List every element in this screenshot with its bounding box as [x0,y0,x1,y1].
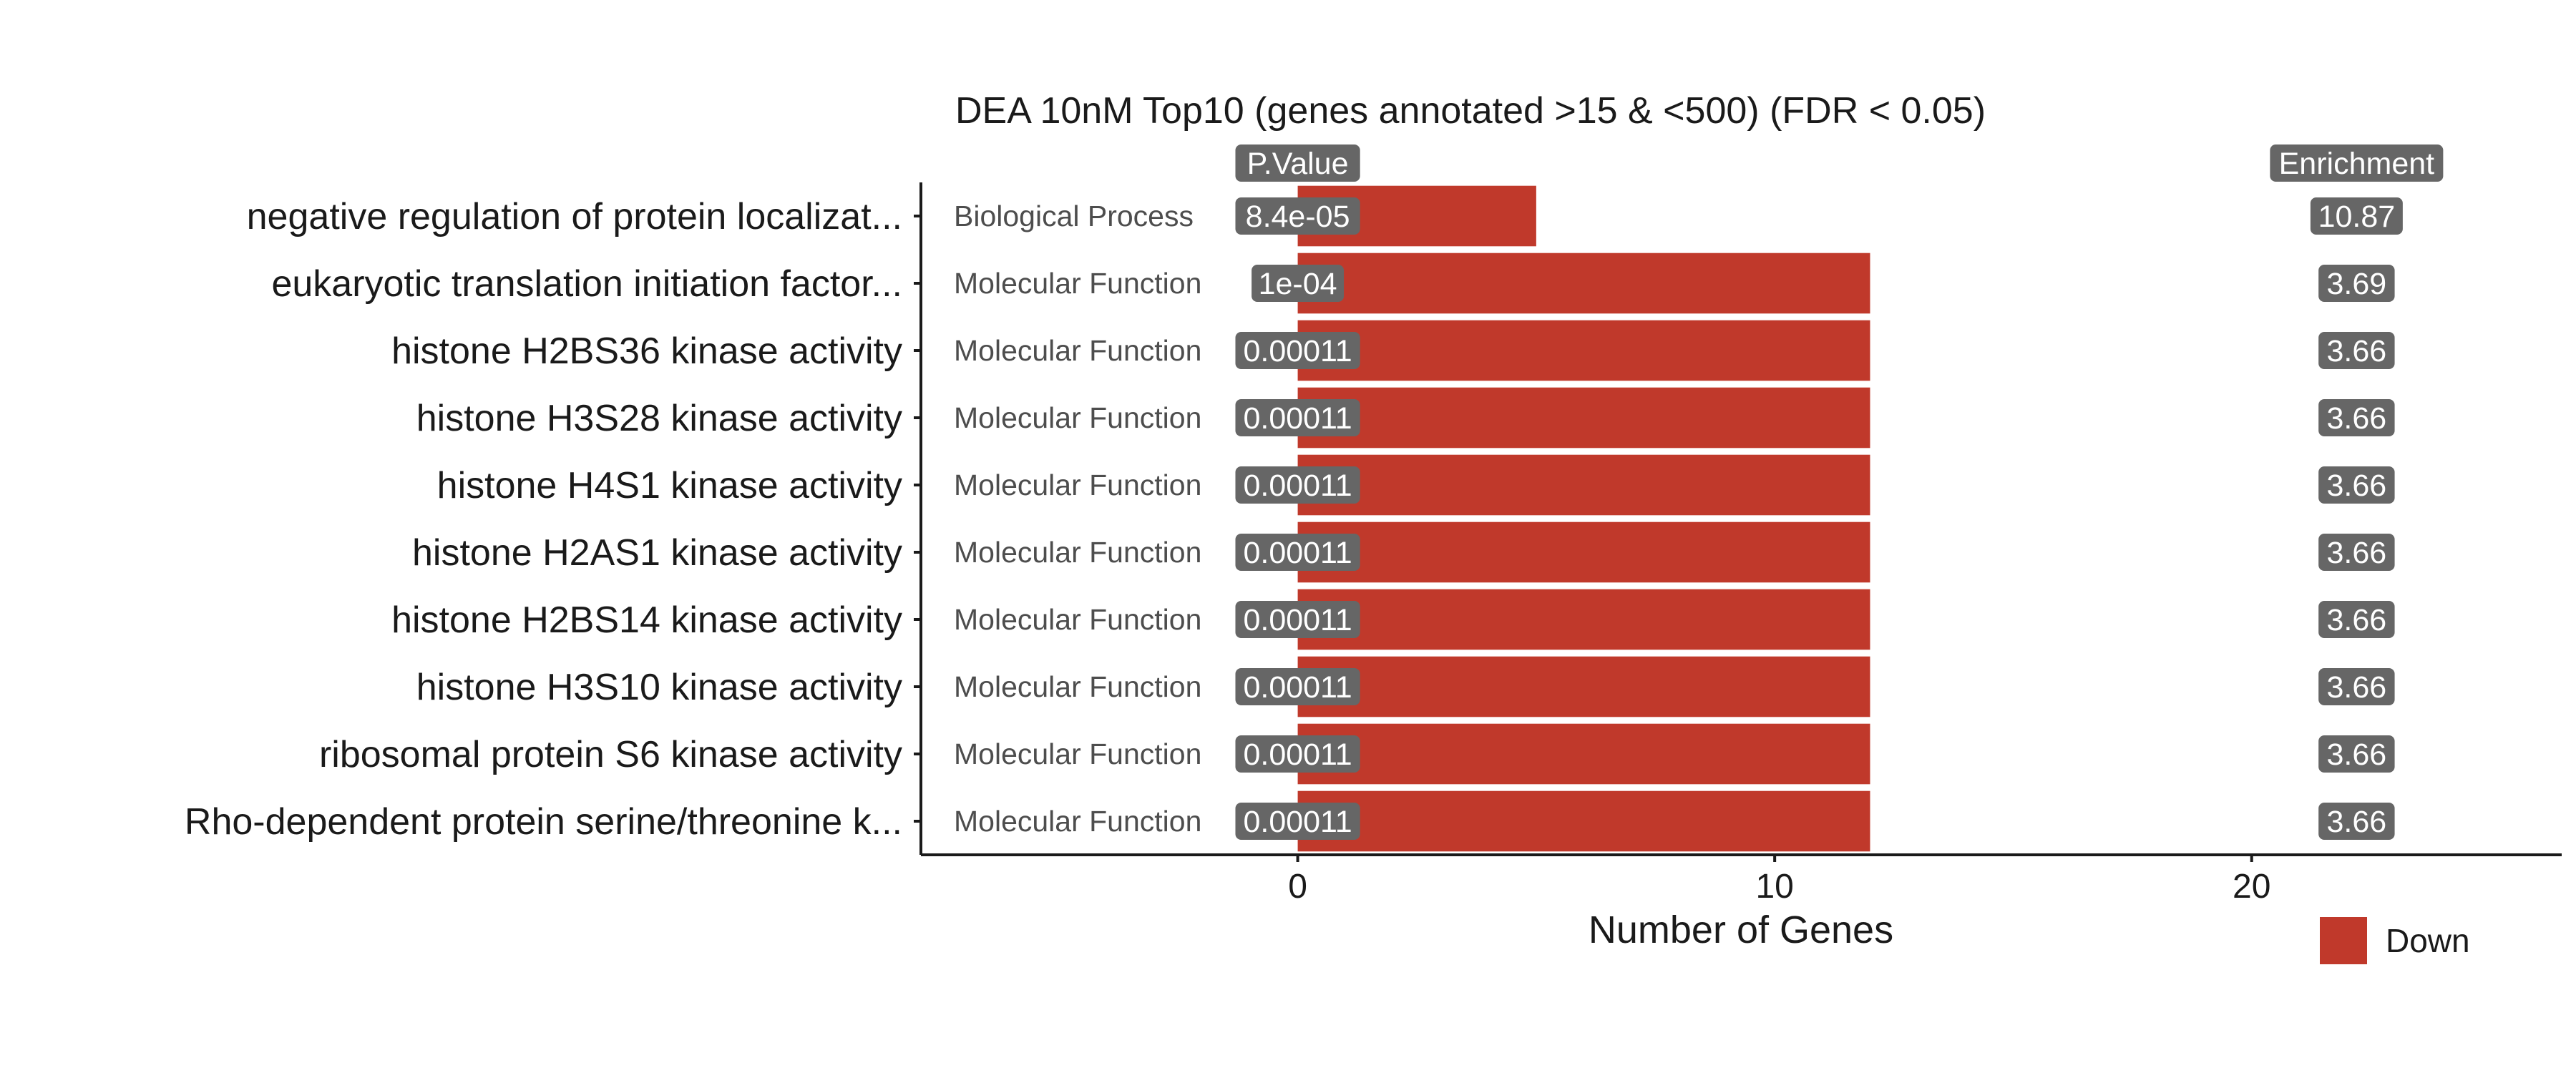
enrichment-badge-bg [2318,466,2395,504]
enrichment-badge-bg [2310,197,2403,235]
pvalue-badge-text: 1e-04 [1259,267,1337,301]
chart-title: DEA 10nM Top10 (genes annotated >15 & <5… [955,90,1986,132]
term-label: histone H2AS1 kinase activity [412,532,902,574]
plot-area: Biological Process Molecular Function Mole… [954,185,1870,852]
term-label: Rho-dependent protein serine/threonine k… [185,801,902,843]
pvalue-badge-bg [1235,803,1360,840]
enrichment-badge-text: 10.87 [2318,200,2396,234]
pvalue-badge-text: 0.00011 [1243,603,1352,637]
enrichment-badge-text: 3.69 [2327,267,2387,301]
x-tick-label: 0 [1288,868,1307,906]
axes: negative regulation of protein localizat… [185,182,2562,906]
bar [1297,589,1870,650]
bar [1297,723,1870,785]
category-label: Molecular Function [954,670,1201,703]
term-label: histone H4S1 kinase activity [437,465,902,506]
category-label: Molecular Function [954,469,1201,501]
category-label: Molecular Function [954,267,1201,300]
enrichment-badge-text: 3.66 [2327,334,2387,368]
category-label: Molecular Function [954,603,1201,636]
enrichment-badge-bg [2318,399,2395,436]
pvalue-badge-bg [1235,332,1360,369]
term-label: eukaryotic translation initiation factor… [271,263,902,305]
pvalue-badge-text: 0.00011 [1243,334,1352,368]
bar [1297,253,1870,314]
pvalue-badge-bg [1235,399,1360,436]
category-label: Molecular Function [954,536,1201,569]
enrichment-badge-text: 3.66 [2327,670,2387,705]
x-tick-label: 10 [1755,868,1793,906]
pvalue-badge-text: 0.00011 [1243,469,1352,503]
pvalue-badge-bg [1235,466,1360,504]
legend: Down [2320,917,2470,964]
term-label: histone H2BS36 kinase activity [391,330,902,372]
enrichment-badge-bg [2318,803,2395,840]
enrichment-badge-bg [2318,601,2395,638]
enrichment-badge-bg [2318,735,2395,773]
pvalue-badge-text: 0.00011 [1243,536,1352,570]
term-label: histone H2BS14 kinase activity [391,599,902,641]
bar [1297,790,1870,852]
pvalue-badge-bg [1235,668,1360,705]
pvalue-badge-bg [1252,265,1345,302]
enrichment-badge-bg [2318,668,2395,705]
pvalue-badge-bg [1235,197,1360,235]
x-tick-label: 20 [2233,868,2270,906]
bar [1297,387,1870,449]
term-label: histone H3S10 kinase activity [416,667,902,708]
enrichment-badge-text: 3.66 [2327,401,2387,436]
category-label: Molecular Function [954,805,1201,838]
category-label: Molecular Function [954,738,1201,770]
enrichment-header-bg [2270,144,2444,182]
bar [1297,656,1870,717]
enrichment-badge-bg [2318,265,2395,302]
category-label: Biological Process [954,200,1194,232]
pvalue-badge-text: 0.00011 [1243,401,1352,436]
pvalue-badge-bg [1235,601,1360,638]
enrichment-badge-text: 3.66 [2327,805,2387,839]
bar [1297,454,1870,516]
enrichment-badge-text: 3.66 [2327,536,2387,570]
enrichment-header-text: Enrichment [2279,147,2435,181]
pvalue-badge-text: 0.00011 [1243,805,1352,839]
pvalue-header-text: P.Value [1247,147,1349,181]
legend-swatch-down [2320,917,2367,964]
term-label: histone H3S28 kinase activity [416,398,902,439]
pvalue-badge-bg [1235,534,1360,571]
legend-label-down: Down [2386,922,2470,959]
bar [1297,521,1870,583]
badge-layer: 8.4e-05 10.87 1e-04 3.69 0.00011 3.66 0.00011 3… [1235,144,2444,840]
term-label: ribosomal protein S6 kinase activity [319,734,902,775]
enrichment-badge-text: 3.66 [2327,603,2387,637]
enrichment-badge-text: 3.66 [2327,738,2387,772]
enrichment-badge-text: 3.66 [2327,469,2387,503]
pvalue-badge-text: 0.00011 [1243,670,1352,705]
pvalue-badge-text: 8.4e-05 [1246,200,1350,234]
pvalue-badge-bg [1235,735,1360,773]
x-axis-title: Number of Genes [1589,908,1893,951]
term-label: negative regulation of protein localizat… [247,196,902,237]
pvalue-badge-text: 0.00011 [1243,738,1352,772]
bar [1297,320,1870,381]
category-label: Molecular Function [954,401,1201,434]
enrichment-badge-bg [2318,332,2395,369]
category-label: Molecular Function [954,334,1201,367]
pvalue-header-bg [1235,144,1360,182]
enrichment-badge-bg [2318,534,2395,571]
